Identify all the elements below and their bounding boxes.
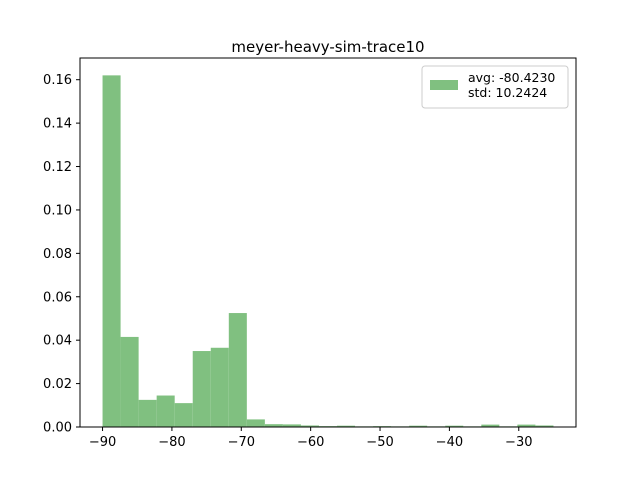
histogram-bar-5 <box>192 351 211 427</box>
x-tick-label: −30 <box>505 435 532 450</box>
histogram-bars <box>102 75 554 427</box>
histogram-bar-24 <box>535 425 554 427</box>
legend-avg-text: avg: -80.4230 <box>468 70 555 85</box>
histogram-bar-11 <box>300 425 319 427</box>
histogram-bar-0 <box>102 75 121 427</box>
histogram-bar-4 <box>174 403 193 427</box>
legend-swatch <box>430 80 458 90</box>
axes-frame <box>79 57 577 428</box>
histogram-bar-21 <box>481 424 500 427</box>
x-tick-label: −90 <box>89 435 116 450</box>
y-tick-label: 0.14 <box>43 117 72 132</box>
y-tick-label: 0.04 <box>43 334 72 349</box>
histogram-bar-13 <box>337 425 356 427</box>
y-tick-label: 0.08 <box>43 247 72 262</box>
x-tick-label: −40 <box>436 435 463 450</box>
y-tick-label: 0.16 <box>43 73 72 88</box>
histogram-bar-9 <box>264 424 283 427</box>
x-tick-label: −50 <box>366 435 393 450</box>
x-tick-label: −70 <box>228 435 255 450</box>
histogram-bar-8 <box>246 419 265 427</box>
legend-box <box>421 65 569 109</box>
legend-std-text: std: 10.2424 <box>468 85 547 100</box>
histogram-bar-7 <box>228 313 247 427</box>
y-tick-label: 0.02 <box>43 377 72 392</box>
legend: avg: -80.4230 std: 10.2424 <box>421 65 569 109</box>
y-tick-label: 0.00 <box>43 421 72 436</box>
histogram-bar-10 <box>282 424 301 427</box>
y-axis: 0.00 0.02 0.04 0.06 0.08 0.10 0.12 0.14 0.16 <box>43 73 80 436</box>
histogram-bar-23 <box>517 424 536 427</box>
y-tick-label: 0.12 <box>43 160 72 175</box>
histogram-bar-3 <box>156 395 175 427</box>
chart-title: meyer-heavy-sim-trace10 <box>231 38 424 56</box>
histogram-bar-6 <box>210 347 229 427</box>
y-tick-label: 0.10 <box>43 203 72 218</box>
y-tick-label: 0.06 <box>43 290 72 305</box>
histogram-bar-17 <box>409 425 428 427</box>
x-tick-label: −80 <box>158 435 185 450</box>
histogram-bar-2 <box>138 399 157 427</box>
x-tick-label: −60 <box>297 435 324 450</box>
histogram-bar-19 <box>445 425 464 427</box>
histogram-bar-1 <box>120 336 139 427</box>
x-axis: −90 −80 −70 −60 −50 −40 −30 <box>89 427 532 450</box>
